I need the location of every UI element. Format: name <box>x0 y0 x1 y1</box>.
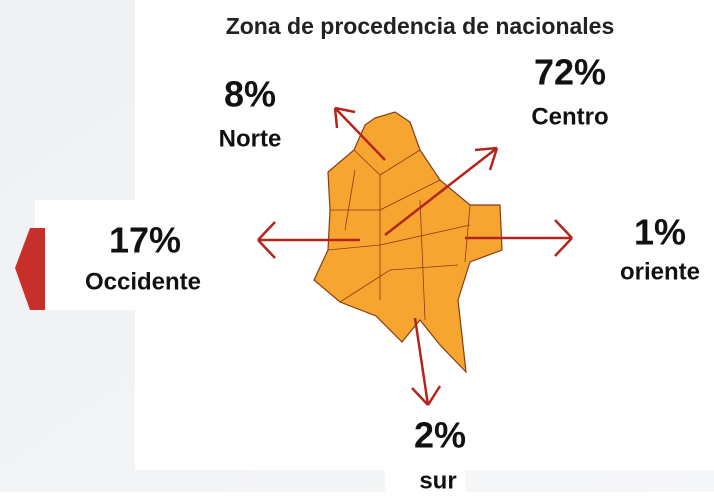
colombia-map <box>313 111 503 374</box>
south-name: sur <box>419 467 456 492</box>
east-percent: 1% <box>634 212 686 253</box>
north-name: Norte <box>219 125 282 152</box>
east-name: oriente <box>620 258 700 285</box>
panel-bottom <box>385 465 465 492</box>
south-percent: 2% <box>414 415 466 456</box>
north-percent: 8% <box>224 74 276 115</box>
center-name: Centro <box>531 103 608 130</box>
center-percent: 72% <box>534 52 606 93</box>
arrows <box>257 106 573 406</box>
title: Zona de procedencia de nacionales <box>226 13 615 39</box>
back-arrow[interactable] <box>15 228 45 310</box>
west-name: Occidente <box>85 268 201 295</box>
west-percent: 17% <box>109 220 181 261</box>
panel-left <box>35 200 135 310</box>
